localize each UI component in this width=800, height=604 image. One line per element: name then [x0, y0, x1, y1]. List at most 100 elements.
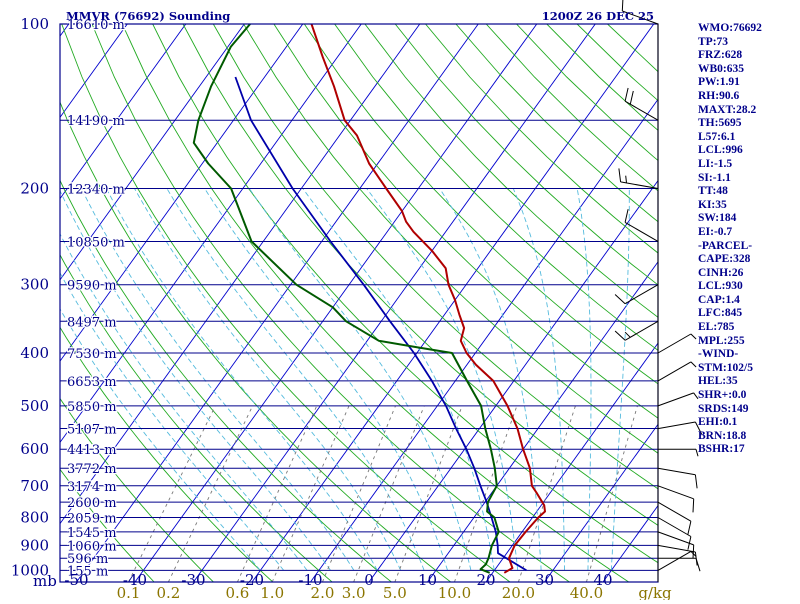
- index-value: TT:48: [698, 185, 800, 199]
- height-label: 8497 m: [67, 315, 117, 330]
- isotherm-line: [252, 24, 654, 582]
- height-label: 2600 m: [67, 496, 117, 511]
- mixing-ratio-line: [237, 406, 316, 582]
- index-value: STM:102/5: [698, 362, 800, 376]
- isobar-lines: [60, 24, 658, 570]
- mixing-ratio-tick-label: 0.1: [117, 584, 141, 600]
- index-value: -WIND-: [698, 348, 800, 362]
- height-label: 2059 m: [67, 511, 117, 526]
- mixing-ratio-tick-label: 20.0: [502, 584, 535, 600]
- temperature-trace: [312, 24, 546, 573]
- index-value: L57:6.1: [698, 131, 800, 145]
- temperature-tick-label: -50: [64, 571, 88, 589]
- index-value: EI:-0.7: [698, 226, 800, 240]
- index-value: LFC:845: [698, 307, 800, 321]
- height-label: 10850 m: [67, 235, 125, 250]
- mixing-ratio-line: [354, 406, 425, 582]
- isotherm-line: [0, 24, 69, 582]
- height-label: 5107 m: [67, 423, 117, 438]
- height-label: 9590 m: [67, 279, 117, 294]
- moist-adiabat: [135, 189, 401, 571]
- index-value: CAPE:328: [698, 253, 800, 267]
- wind-barb: [658, 532, 694, 559]
- mixing-ratio-tick-label: 40.0: [570, 584, 603, 600]
- pressure-tick-label: 300: [20, 276, 49, 294]
- isotherm-line: [135, 24, 537, 582]
- index-value: WMO:76692: [698, 22, 800, 36]
- height-label: 4413 m: [67, 443, 117, 458]
- wind-barb: [625, 209, 658, 241]
- isotherm-line: [77, 24, 479, 582]
- mixing-ratio-tick-label: 0.6: [225, 584, 249, 600]
- dry-adiabat: [122, 24, 628, 582]
- pressure-tick-label: 800: [20, 508, 49, 526]
- mixing-ratio-tick-label: 1.0: [260, 584, 284, 600]
- wind-barb: [658, 334, 696, 353]
- height-label: 12340 m: [67, 182, 125, 197]
- index-value: KI:35: [698, 199, 800, 213]
- sounding-profiles: [194, 24, 545, 573]
- moist-adiabat: [106, 189, 377, 571]
- index-value: PW:1.91: [698, 76, 800, 90]
- mixing-ratio-tick-label: 10.0: [438, 584, 471, 600]
- index-value: TH:5695: [698, 117, 800, 131]
- wind-barb: [658, 449, 698, 456]
- mixing-ratio-line: [168, 406, 252, 582]
- index-value: FRZ:628: [698, 49, 800, 63]
- height-label: 14190 m: [67, 114, 125, 129]
- moist-adiabat: [367, 189, 518, 571]
- moist-adiabat: [513, 189, 564, 571]
- height-label: 7530 m: [67, 347, 117, 362]
- index-value: HEL:35: [698, 375, 800, 389]
- index-value: SHR+:0.0: [698, 389, 800, 403]
- wind-barb: [615, 321, 658, 340]
- height-label: 3174 m: [67, 480, 117, 495]
- wind-barb: [658, 558, 700, 571]
- index-value: LI:-1.5: [698, 158, 800, 172]
- index-value: LCL:930: [698, 280, 800, 294]
- index-value: SRDS:149: [698, 403, 800, 417]
- index-value: BSHR:17: [698, 443, 800, 457]
- mixing-ratio-unit-label: g/kg: [638, 584, 672, 600]
- mixing-ratio-line: [322, 406, 395, 582]
- index-value: SW:184: [698, 212, 800, 226]
- index-value: EL:785: [698, 321, 800, 335]
- index-value: -PARCEL-: [698, 240, 800, 254]
- mixing-ratio-line: [272, 406, 349, 582]
- isotherm-line: [194, 24, 596, 582]
- mixing-ratio-tick-label: 5.0: [383, 584, 407, 600]
- temperature-tick-label: -30: [181, 571, 205, 589]
- index-value: MPL:255: [698, 335, 800, 349]
- dewpoint-trace: [194, 24, 499, 573]
- wind-barb: [658, 422, 702, 434]
- isotherm-line: [0, 24, 10, 582]
- mixing-ratio-line: [128, 406, 215, 582]
- dry-adiabat: [0, 24, 332, 582]
- pressure-tick-label: 700: [20, 477, 49, 495]
- wind-barb: [625, 88, 658, 120]
- index-value: WB0:635: [698, 63, 800, 77]
- wind-barb: [658, 545, 697, 565]
- index-value: BRN:18.8: [698, 430, 800, 444]
- index-value: MAXT:28.2: [698, 104, 800, 118]
- moist-adiabat: [577, 189, 591, 571]
- chart-title: MMVR (76692) Sounding: [66, 9, 230, 23]
- index-value: TP:73: [698, 36, 800, 50]
- temperature-tick-label: 0: [364, 571, 374, 589]
- dry-adiabat: [153, 24, 688, 582]
- grid-lines: [0, 24, 800, 582]
- mixing-ratio-tick-label: 0.2: [156, 584, 180, 600]
- height-label: 6653 m: [67, 375, 117, 390]
- moist-adiabat: [167, 189, 424, 571]
- wind-barb: [658, 551, 696, 570]
- index-value: RH:90.6: [698, 90, 800, 104]
- mixing-ratio-line: [518, 406, 575, 582]
- pressure-unit-label: mb: [33, 572, 57, 590]
- wind-barbs: [615, 0, 702, 582]
- temperature-tick-label: 30: [535, 571, 554, 589]
- index-value: LCL:996: [698, 144, 800, 158]
- pressure-tick-label: 600: [20, 440, 49, 458]
